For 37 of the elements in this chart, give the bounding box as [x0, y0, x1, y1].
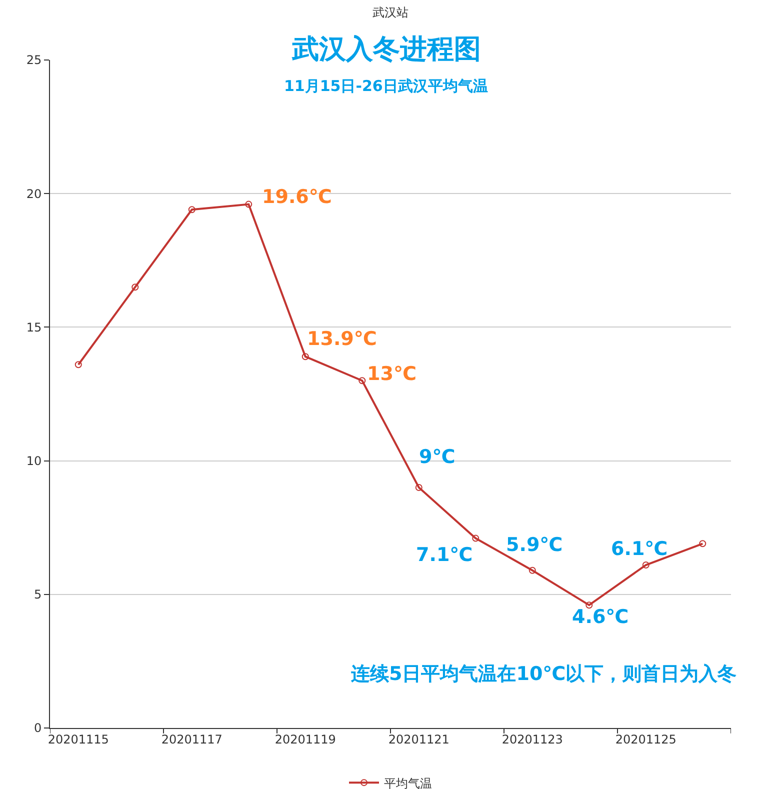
y-tick-label: 5: [34, 588, 42, 602]
annotation: 7.1℃: [416, 544, 473, 566]
point: [358, 377, 366, 384]
point: [528, 566, 536, 574]
point: [699, 540, 706, 548]
point: [188, 206, 196, 214]
point: [302, 353, 309, 360]
x-tick-label: 20201119: [274, 732, 336, 746]
annotation: 13.9℃: [307, 328, 377, 350]
annotation: 9℃: [419, 446, 456, 468]
legend-label: 平均气温: [384, 776, 432, 789]
point: [132, 284, 139, 291]
point: [472, 534, 480, 542]
y-tick-label: 10: [26, 454, 42, 468]
point: [245, 200, 252, 208]
y-tick-label: 20: [26, 186, 42, 201]
x-tick-label: 20201125: [615, 732, 676, 746]
x-tick-label: 20201117: [161, 732, 222, 746]
annotation: 6.1℃: [611, 538, 668, 560]
y-tick-label: 15: [26, 320, 42, 334]
annotation: 19.6℃: [262, 186, 332, 208]
point: [415, 484, 422, 492]
y-tick-label: 25: [26, 53, 42, 68]
chart-title: 武汉站: [372, 5, 408, 20]
annotation: 连续5日平均气温在10℃以下，则首日为入冬: [350, 663, 737, 685]
annotation: 11月15日-26日武汉平均气温: [284, 77, 488, 95]
annotation: 5.9℃: [506, 534, 563, 556]
x-tick-label: 20201123: [502, 732, 563, 746]
x-tick-label: 20201121: [388, 732, 450, 746]
y-tick-label: 0: [34, 721, 42, 736]
x-tick-label: 20201115: [48, 732, 109, 746]
annotation: 13℃: [367, 363, 416, 385]
point: [74, 361, 82, 368]
point: [642, 562, 650, 569]
point: [586, 602, 593, 609]
annotation: 4.6℃: [572, 606, 629, 628]
chart-subtitle: 武汉入冬进程图: [291, 34, 481, 65]
